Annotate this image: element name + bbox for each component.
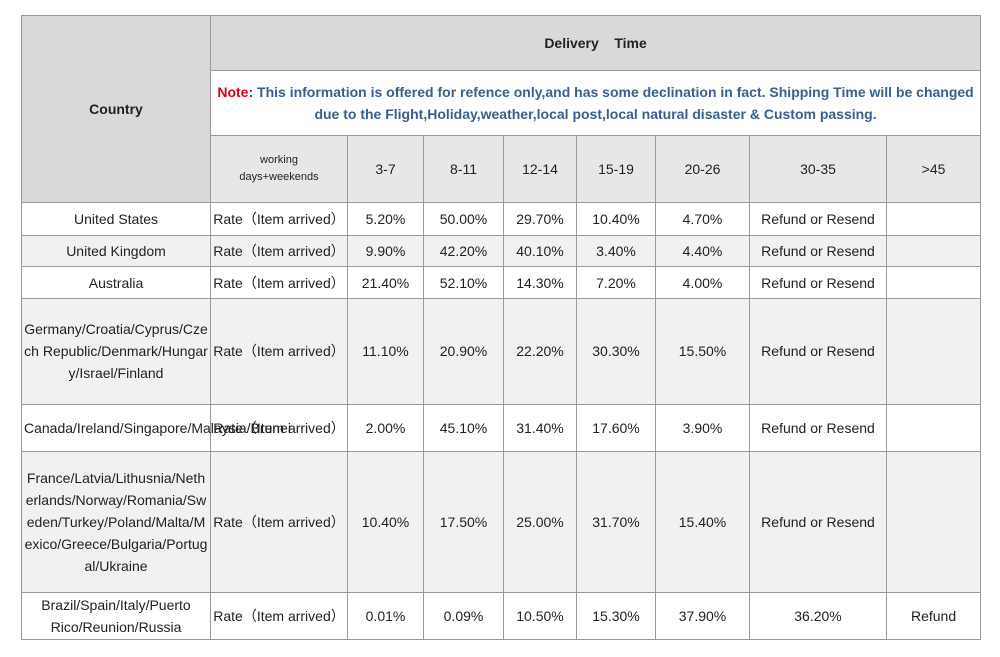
rate-value: 15.30% [576,591,656,641]
rate-value: 10.40% [347,450,424,593]
rate-label: Rate（Item arrived） [210,450,348,593]
note-label: Note: [217,84,254,101]
country-cell: Germany/Croatia/Cyprus/Czech Republic/De… [21,298,211,405]
rate-value: 9.90% [347,235,424,268]
rate-value: 52.10% [423,266,504,300]
rate-value: 11.10% [347,298,424,405]
rate-value: 14.30% [503,266,577,300]
range-header: 3-7 [347,135,424,204]
country-cell: Brazil/Spain/Italy/Puerto Rico/Reunion/R… [21,591,211,641]
rate-value: 17.60% [576,403,656,452]
rate-value: Refund or Resend [749,202,887,237]
rate-value: 22.20% [503,298,577,405]
rate-value: 4.40% [655,235,750,268]
range-header: 12-14 [503,135,577,204]
rate-value: 21.40% [347,266,424,300]
country-cell: United States [21,202,211,237]
rate-value: 29.70% [503,202,577,237]
range-header: 20-26 [655,135,750,204]
rate-value: 50.00% [423,202,504,237]
rate-value [885,266,982,300]
rate-value: 10.50% [503,591,577,641]
rate-value [885,450,982,593]
rate-label: Rate（Item arrived） [210,235,348,268]
rate-value: 15.40% [655,450,750,593]
country-cell: United Kingdom [21,235,211,268]
note-text: This information is offered for refence … [257,84,974,123]
rate-value: 37.90% [655,591,750,641]
rate-value: 4.00% [655,266,750,300]
rate-label: Rate（Item arrived） [210,266,348,300]
rate-value: 0.09% [423,591,504,641]
table-row: United Kingdom Rate（Item arrived） 9.90% … [21,235,982,268]
rate-value: 31.70% [576,450,656,593]
range-header: 30-35 [749,135,887,204]
rate-value: 4.70% [655,202,750,237]
country-cell: Canada/Ireland/Singapore/Malaysia/Brunei [21,403,291,452]
rate-label: Rate（Item arrived） [210,202,348,237]
rate-value: 5.20% [347,202,424,237]
country-cell: France/Latvia/Lithusnia/Netherlands/Norw… [21,450,211,593]
rate-value: 3.90% [655,403,750,452]
range-header: 15-19 [576,135,656,204]
rate-value: 31.40% [503,403,577,452]
rate-value: 15.50% [655,298,750,405]
rate-value [885,202,982,237]
range-header: >45 [885,135,982,204]
table-row: Canada/Ireland/Singapore/Malaysia/Brunei… [21,403,982,452]
table-row: Brazil/Spain/Italy/Puerto Rico/Reunion/R… [21,591,982,641]
rate-value: 3.40% [576,235,656,268]
delivery-time-table: Country Delivery Time Note: This informa… [21,14,982,641]
rate-value: Refund or Resend [749,298,887,405]
rate-value: Refund or Resend [749,403,887,452]
rate-value [885,403,982,452]
title-text: Delivery Time [544,35,647,52]
rate-label: Rate（Item arrived） [210,591,348,641]
rate-value: Refund or Resend [749,235,887,268]
country-cell: Australia [21,266,211,300]
working-days-header: working days+weekends [210,135,348,204]
working-days-line2: days+weekends [239,171,319,184]
rate-value: Refund [885,591,982,641]
rate-value: 45.10% [423,403,504,452]
rate-value: 20.90% [423,298,504,405]
working-days-line1: working [260,154,298,167]
rate-value [885,298,982,405]
table-row: France/Latvia/Lithusnia/Netherlands/Norw… [21,450,982,593]
range-header: 8-11 [423,135,504,204]
table-row: Germany/Croatia/Cyprus/Czech Republic/De… [21,298,982,405]
rate-value: 30.30% [576,298,656,405]
rate-value: 2.00% [347,403,424,452]
rate-label: Rate（Item arrived） [210,298,348,405]
table-row: United States Rate（Item arrived） 5.20% 5… [21,202,982,237]
rate-value: Refund or Resend [749,266,887,300]
rate-value: 17.50% [423,450,504,593]
rate-value: 25.00% [503,450,577,593]
rate-value: 36.20% [749,591,887,641]
rate-value [885,235,982,268]
rate-value: 7.20% [576,266,656,300]
country-header: Country [21,14,211,204]
note: Note: This information is offered for re… [209,70,982,137]
rate-value: 0.01% [347,591,424,641]
table-row: Australia Rate（Item arrived） 21.40% 52.1… [21,266,982,300]
table-title: Delivery Time [209,14,982,72]
rate-value: 10.40% [576,202,656,237]
rate-value: 42.20% [423,235,504,268]
rate-label: Rate（Item arrived） [210,403,348,452]
rate-value: Refund or Resend [749,450,887,593]
rate-value: 40.10% [503,235,577,268]
